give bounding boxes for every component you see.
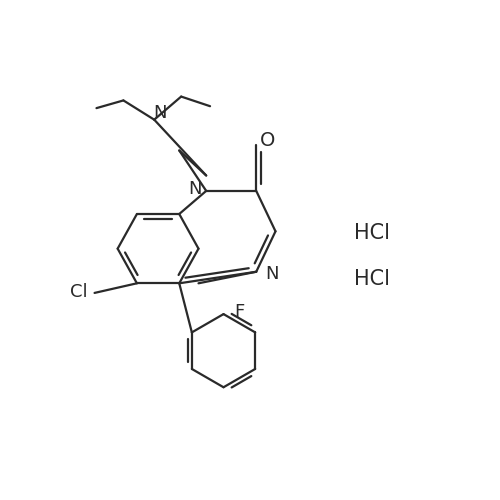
Text: HCl: HCl — [354, 223, 390, 244]
Text: N: N — [188, 180, 202, 198]
Text: HCl: HCl — [354, 270, 390, 289]
Text: O: O — [260, 132, 276, 150]
Text: F: F — [234, 303, 244, 321]
Text: N: N — [265, 264, 278, 282]
Text: N: N — [153, 104, 167, 122]
Text: Cl: Cl — [70, 283, 88, 301]
